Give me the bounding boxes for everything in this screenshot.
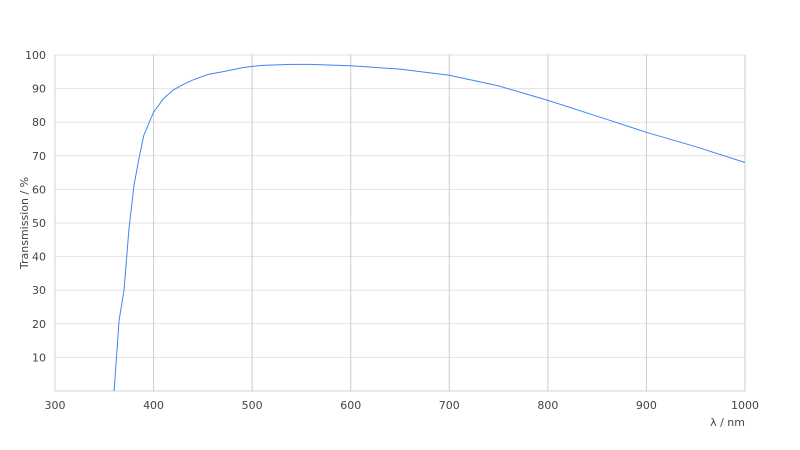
x-tick-label: 500 xyxy=(242,399,263,412)
x-tick-label: 400 xyxy=(143,399,164,412)
y-tick-label: 80 xyxy=(32,116,46,129)
y-tick-label: 20 xyxy=(32,318,46,331)
series-line xyxy=(113,63,746,392)
y-tick-label: 30 xyxy=(32,284,46,297)
x-tick-label: 300 xyxy=(45,399,66,412)
x-tick-label: 1000 xyxy=(731,399,759,412)
x-tick-label: 900 xyxy=(636,399,657,412)
y-tick-label: 40 xyxy=(32,251,46,264)
y-tick-label: 90 xyxy=(32,83,46,96)
y-tick-label: 10 xyxy=(32,351,46,364)
x-tick-label: 800 xyxy=(537,399,558,412)
tick-labels: 10 20 30 40 50 60 70 80 90 100 300 400 500 600 700 800 9… xyxy=(25,49,759,412)
x-tick-label: 700 xyxy=(439,399,460,412)
y-tick-label: 60 xyxy=(32,183,46,196)
y-tick-label: 100 xyxy=(25,49,46,62)
x-tick-label: 600 xyxy=(340,399,361,412)
x-axis-label: λ / nm xyxy=(710,416,745,429)
y-tick-label: 50 xyxy=(32,217,46,230)
grid xyxy=(54,54,746,392)
y-tick-label: 70 xyxy=(32,150,46,163)
y-axis-label: Transmission / % xyxy=(18,177,31,270)
